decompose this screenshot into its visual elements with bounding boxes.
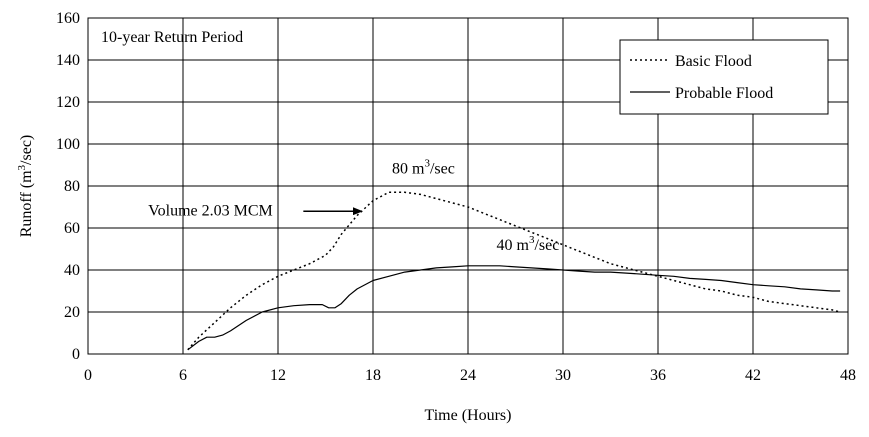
- legend-box: [619, 39, 829, 115]
- y-axis-label: Runoff (m3/sec): [16, 135, 35, 238]
- x-axis-label: Time (Hours): [425, 407, 512, 424]
- legend-label-probable-flood: Probable Flood: [675, 85, 773, 102]
- x-tick-label: 36: [650, 367, 666, 384]
- probable-peak-pre: 40 m: [497, 237, 530, 254]
- basic-peak-sup: 3: [424, 157, 430, 169]
- y-tick-label: 40: [64, 262, 80, 279]
- y-tick-label: 60: [64, 220, 80, 237]
- y-tick-label: 20: [64, 304, 80, 321]
- probable-peak-post: /sec: [534, 237, 559, 254]
- y-axis-label-sup: 3: [16, 164, 28, 170]
- y-axis-label-tail: /sec): [18, 135, 35, 165]
- x-tick-label: 6: [179, 367, 187, 384]
- probable-peak-annotation: 40 m3/sec: [497, 234, 560, 254]
- basic-peak-pre: 80 m: [392, 160, 425, 177]
- legend-label-basic-flood: Basic Flood: [675, 53, 752, 70]
- x-tick-label: 42: [745, 367, 761, 384]
- x-tick-label: 30: [555, 367, 571, 384]
- y-tick-label: 80: [64, 178, 80, 195]
- x-tick-label: 24: [460, 367, 476, 384]
- series-line-basic-flood: [187, 191, 841, 351]
- y-tick-label: 140: [56, 52, 80, 69]
- x-tick-labels: 0 6 12 18 24 30 36 42 48: [84, 367, 856, 384]
- chart-legend: Basic Flood Probable Flood: [619, 39, 829, 115]
- y-axis-label-main: Runoff (m: [18, 170, 35, 237]
- y-tick-label: 160: [56, 10, 80, 27]
- plot-frame: [87, 17, 849, 355]
- basic-peak-post: /sec: [430, 160, 455, 177]
- x-tick-label: 0: [84, 367, 92, 384]
- x-tick-label: 18: [365, 367, 381, 384]
- y-tick-label: 0: [72, 346, 80, 363]
- series-lines: [187, 191, 841, 351]
- y-tick-label: 120: [56, 94, 80, 111]
- x-tick-label: 48: [840, 367, 856, 384]
- volume-annotation: Volume 2.03 MCM: [148, 202, 273, 219]
- x-tick-label: 12: [270, 367, 286, 384]
- basic-peak-annotation: 80 m3/sec: [392, 157, 455, 177]
- series-line-probable-flood: [187, 265, 841, 351]
- y-tick-labels: 0 20 40 60 80 100 120 140 160: [56, 10, 80, 363]
- probable-peak-sup: 3: [529, 234, 535, 246]
- y-tick-label: 100: [56, 136, 80, 153]
- chart-title: 10-year Return Period: [101, 29, 243, 46]
